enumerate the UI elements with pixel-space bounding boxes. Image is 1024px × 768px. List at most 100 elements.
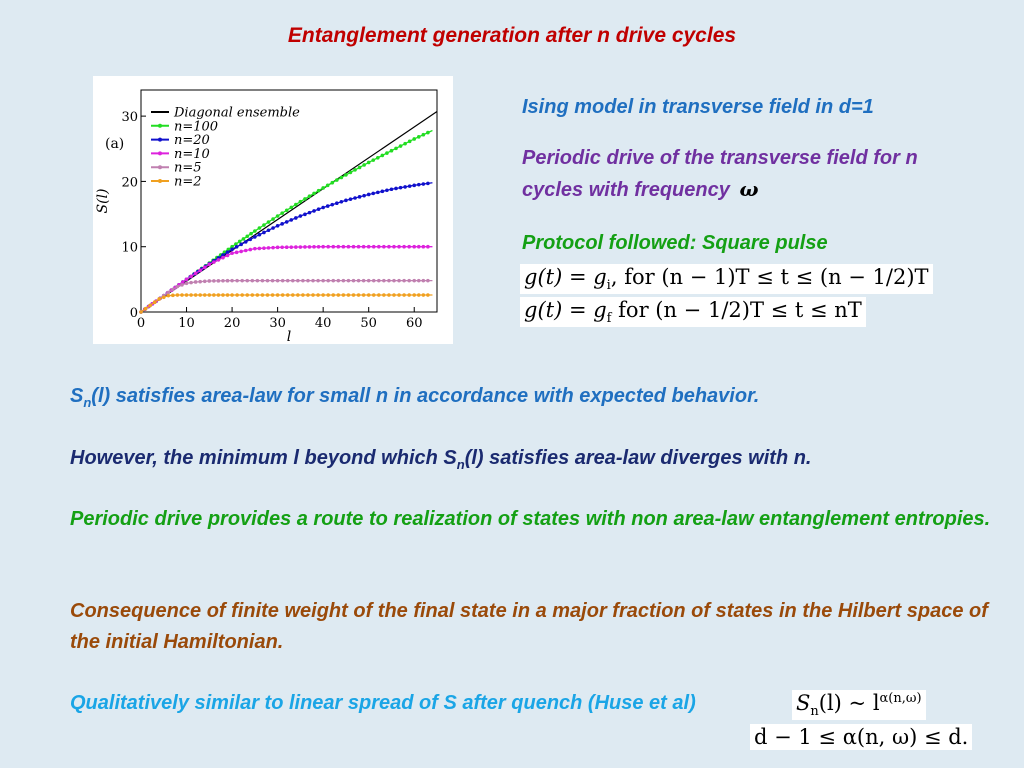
data-point [325, 183, 330, 188]
data-point [249, 231, 253, 236]
data-point [189, 274, 193, 279]
formula-scaling: Sn(l) ~ lα(n,ω) [792, 690, 926, 721]
data-point [243, 240, 248, 244]
data-point [294, 245, 298, 249]
data-point [421, 132, 426, 137]
data-point [316, 207, 321, 212]
data-point [285, 293, 290, 297]
data-point [289, 245, 294, 249]
data-point [266, 228, 271, 233]
data-point [271, 245, 275, 250]
data-point [402, 293, 406, 297]
data-point [239, 242, 243, 247]
data-point [407, 293, 411, 297]
data-point [316, 244, 321, 249]
data-point [339, 175, 344, 180]
data-point [290, 293, 295, 297]
data-point [189, 293, 193, 297]
data-point [240, 278, 244, 283]
data-point [275, 245, 280, 250]
data-point [353, 196, 357, 200]
formula-scaling-rest: (l) ~ l [818, 691, 880, 715]
data-point [407, 278, 411, 283]
data-point [316, 278, 320, 283]
data-point [356, 278, 361, 283]
data-point [184, 293, 189, 297]
data-point [226, 247, 231, 252]
legend-marker [158, 123, 162, 128]
data-point [193, 271, 198, 276]
data-point [357, 195, 362, 199]
legend-entry: Diagonal ensemble [173, 106, 300, 121]
data-point [356, 244, 361, 249]
data-point [207, 279, 212, 283]
data-point [301, 278, 305, 283]
data-point [321, 293, 325, 297]
formula-gf-lhs: g(t) = g [524, 298, 607, 322]
data-point [346, 244, 351, 249]
drive-text: Periodic drive of the transverse field f… [522, 143, 982, 206]
data-point [296, 293, 300, 297]
x-tick-label: 20 [224, 316, 241, 331]
data-point [237, 239, 242, 244]
data-point [202, 265, 207, 270]
legend-marker [158, 151, 162, 156]
data-point [275, 214, 280, 218]
data-point [362, 163, 366, 167]
data-point [298, 245, 303, 249]
data-point [235, 293, 239, 297]
data-point [341, 278, 346, 283]
series-n-2 [139, 293, 433, 314]
x-tick-label: 60 [406, 316, 423, 331]
data-point [307, 245, 312, 249]
data-point [416, 135, 421, 139]
data-point [330, 202, 335, 207]
data-point [303, 245, 307, 249]
data-point [382, 293, 386, 297]
data-point [389, 148, 394, 153]
data-point [341, 244, 346, 249]
data-point [331, 293, 336, 297]
data-point [230, 247, 234, 252]
data-point [139, 310, 143, 314]
data-point [266, 220, 271, 224]
data-point [316, 188, 321, 193]
data-point [421, 293, 426, 297]
data-point [361, 244, 366, 249]
data-point [298, 199, 303, 204]
data-point [421, 278, 426, 283]
data-point [341, 293, 346, 297]
data-point [312, 245, 316, 249]
x-tick-label: 10 [178, 316, 195, 331]
data-point [307, 194, 312, 198]
legend-marker [158, 137, 162, 142]
data-point [275, 224, 280, 228]
data-point [361, 293, 366, 297]
data-point [235, 278, 239, 283]
data-point [412, 278, 417, 283]
data-point [311, 293, 315, 297]
data-point [426, 181, 430, 186]
legend-marker [158, 179, 162, 183]
data-point [346, 278, 351, 283]
data-point [225, 278, 230, 283]
data-point [221, 253, 225, 257]
data-point [234, 242, 238, 246]
data-point [336, 293, 341, 297]
p2-pre: However, the minimum l beyond which S [70, 447, 457, 469]
data-point [198, 293, 202, 297]
data-point [371, 191, 376, 196]
data-point [294, 202, 298, 207]
data-point [221, 293, 225, 297]
data-point [193, 280, 198, 284]
data-point [392, 244, 396, 249]
data-point [336, 278, 341, 283]
x-axis-label: l [287, 329, 291, 344]
data-point [189, 280, 193, 285]
data-point [245, 293, 250, 297]
data-point [382, 244, 386, 249]
data-point [296, 278, 300, 283]
data-point [380, 153, 385, 158]
data-point [212, 293, 216, 297]
data-point [266, 246, 271, 250]
